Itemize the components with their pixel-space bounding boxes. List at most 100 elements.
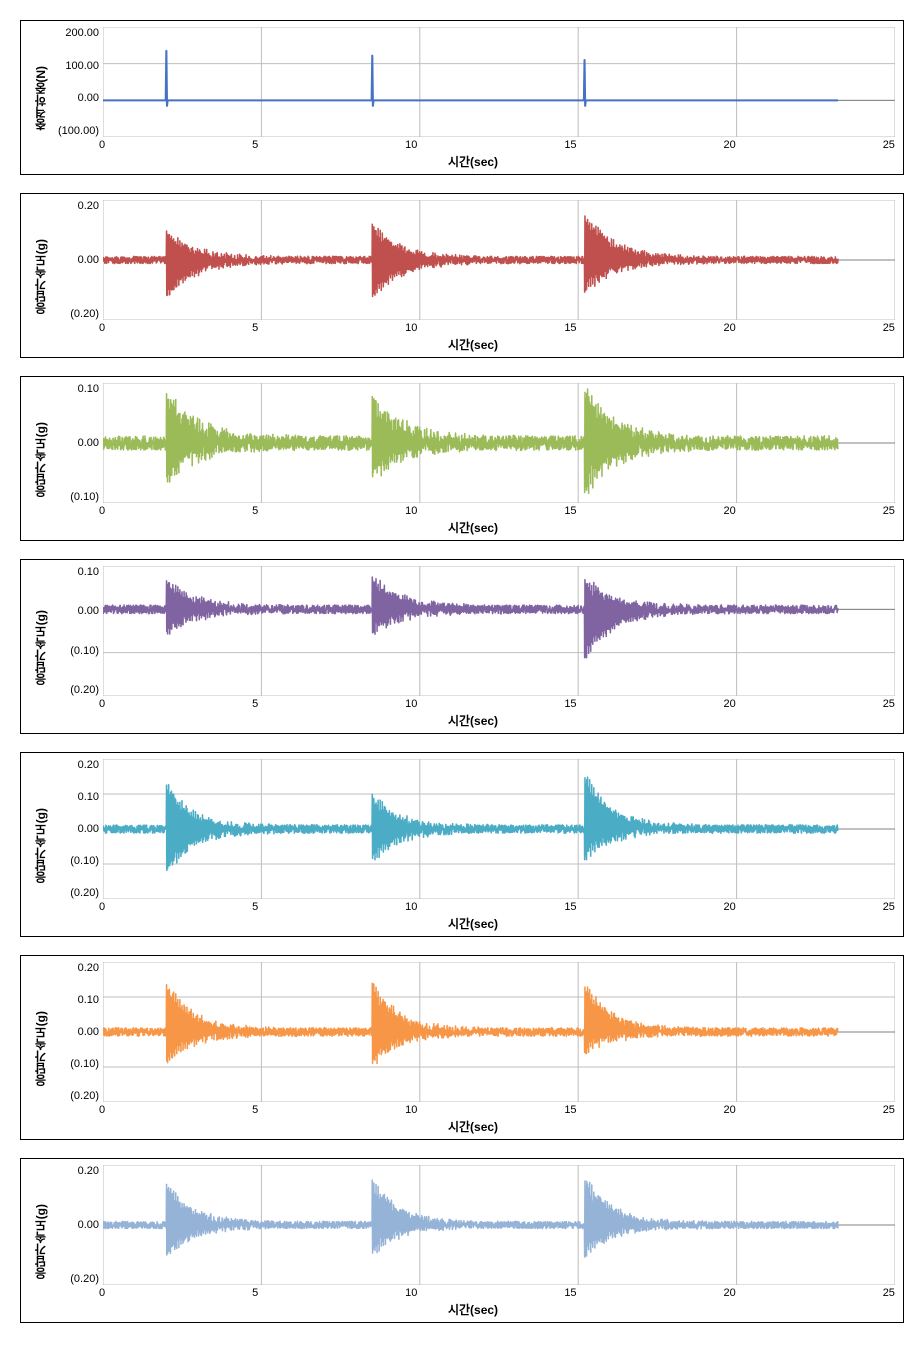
y-tick: 0.00 (51, 1219, 99, 1231)
x-axis-label: 시간(sec) (51, 1301, 895, 1318)
x-axis-ticks: 0 5 10 15 20 25 (99, 1287, 895, 1299)
y-tick: (0.10) (51, 645, 99, 657)
x-tick: 25 (883, 1104, 895, 1116)
x-tick: 20 (724, 1104, 736, 1116)
x-tick: 10 (405, 1287, 417, 1299)
y-axis-ticks: 0.20 0.00 (0.20) (51, 1165, 103, 1285)
x-tick: 15 (564, 322, 576, 334)
x-tick: 20 (724, 1287, 736, 1299)
y-tick: 0.00 (51, 92, 99, 104)
x-axis-label: 시간(sec) (51, 1118, 895, 1135)
y-tick: 0.20 (51, 759, 99, 771)
x-tick: 0 (99, 901, 105, 913)
x-tick: 25 (883, 505, 895, 517)
x-tick: 25 (883, 139, 895, 151)
y-axis-ticks: 0.200.100.00(0.10)(0.20) (51, 962, 103, 1102)
x-axis-label: 시간(sec) (51, 915, 895, 932)
y-tick: 0.00 (51, 254, 99, 266)
y-tick: 0.10 (51, 994, 99, 1006)
chart-panel: 응답가속도(g) 0.20 0.00 (0.20)0 5 10 15 20 25 시간(sec) (20, 1158, 904, 1323)
signal-trace (103, 777, 838, 870)
chart-panel: 응답가속도(g)0.200.00(0.20)0510152025시간(sec) (20, 193, 904, 358)
x-tick: 20 (724, 505, 736, 517)
y-tick: (0.10) (51, 491, 99, 503)
y-axis-ticks: 0.20 0.00 (0.20) (51, 200, 103, 320)
x-axis-label: 시간(sec) (51, 153, 895, 170)
signal-trace (103, 1180, 838, 1257)
x-tick: 0 (99, 1287, 105, 1299)
chart-panel: 응답가속도(g) 0.10 0.00 (0.10)0 5 10 15 20 25 시간(sec) (20, 376, 904, 541)
y-tick: 0.00 (51, 1026, 99, 1038)
plot-svg (103, 1165, 895, 1285)
x-tick: 5 (252, 322, 258, 334)
x-tick: 0 (99, 1104, 105, 1116)
y-axis-label: 응답가속도(g) (32, 1204, 49, 1279)
y-tick: 0.20 (51, 200, 99, 212)
chart-panel: 충격하중(N)200.00100.000.00(100.00) 0 5 10 15 20 2… (20, 20, 904, 175)
y-tick: 0.10 (51, 791, 99, 803)
y-tick: (0.20) (51, 1273, 99, 1285)
y-tick: (0.20) (51, 887, 99, 899)
y-axis-label: 응답가속도(g) (32, 808, 49, 883)
y-tick: 0.00 (51, 437, 99, 449)
x-axis-ticks: 0 5 10 15 20 25 (99, 505, 895, 517)
x-tick: 10 (405, 139, 417, 151)
x-tick: 5 (252, 698, 258, 710)
x-tick: 15 (564, 505, 576, 517)
x-tick: 15 (564, 901, 576, 913)
y-tick: 0.10 (51, 383, 99, 395)
chart-stack: 충격하중(N)200.00100.000.00(100.00) 0 5 10 15 20 2… (20, 20, 904, 1323)
plot-svg (103, 566, 895, 696)
plot-svg (103, 759, 895, 899)
x-tick: 10 (405, 698, 417, 710)
x-tick: 5 (252, 505, 258, 517)
x-tick: 0 (99, 139, 105, 151)
plot-svg (103, 27, 895, 137)
x-tick: 25 (883, 901, 895, 913)
x-axis-ticks: 0510152025 (99, 322, 895, 334)
plot-svg (103, 200, 895, 320)
y-axis-label: 충격하중(N) (32, 66, 49, 131)
signal-trace (103, 389, 838, 493)
x-tick: 15 (564, 1287, 576, 1299)
y-axis-label: 응답가속도(g) (32, 610, 49, 685)
x-axis-label: 시간(sec) (51, 712, 895, 729)
x-tick: 20 (724, 698, 736, 710)
x-tick: 10 (405, 322, 417, 334)
y-axis-label: 응답가속도(g) (32, 239, 49, 314)
x-tick: 15 (564, 698, 576, 710)
y-tick: (0.20) (51, 308, 99, 320)
y-tick: 0.20 (51, 1165, 99, 1177)
x-tick: 25 (883, 1287, 895, 1299)
y-axis-ticks: 200.00100.000.00(100.00) (51, 27, 103, 137)
x-tick: 10 (405, 505, 417, 517)
x-tick: 0 (99, 698, 105, 710)
x-tick: 5 (252, 1104, 258, 1116)
y-axis-label: 응답가속도(g) (32, 1011, 49, 1086)
x-tick: 5 (252, 139, 258, 151)
y-tick: 200.00 (51, 27, 99, 39)
x-tick: 10 (405, 1104, 417, 1116)
signal-trace (103, 577, 838, 658)
chart-panel: 응답가속도(g)0.100.00(0.10)(0.20)0510152025시간… (20, 559, 904, 734)
signal-trace (103, 51, 838, 106)
x-tick: 0 (99, 505, 105, 517)
y-axis-ticks: 0.200.100.00(0.10)(0.20) (51, 759, 103, 899)
x-axis-ticks: 0510152025 (99, 901, 895, 913)
y-axis-ticks: 0.100.00(0.10)(0.20) (51, 566, 103, 696)
y-axis-ticks: 0.10 0.00 (0.10) (51, 383, 103, 503)
y-tick: (0.20) (51, 684, 99, 696)
x-tick: 15 (564, 139, 576, 151)
y-axis-label: 응답가속도(g) (32, 422, 49, 497)
y-tick: (0.20) (51, 1090, 99, 1102)
x-axis-label: 시간(sec) (51, 519, 895, 536)
x-axis-ticks: 0510152025 (99, 698, 895, 710)
y-tick: (0.10) (51, 855, 99, 867)
x-tick: 5 (252, 901, 258, 913)
x-axis-label: 시간(sec) (51, 336, 895, 353)
signal-trace (103, 216, 838, 297)
x-tick: 5 (252, 1287, 258, 1299)
x-tick: 20 (724, 139, 736, 151)
chart-panel: 응답가속도(g)0.200.100.00(0.10)(0.20)05101520… (20, 752, 904, 937)
x-tick: 20 (724, 901, 736, 913)
